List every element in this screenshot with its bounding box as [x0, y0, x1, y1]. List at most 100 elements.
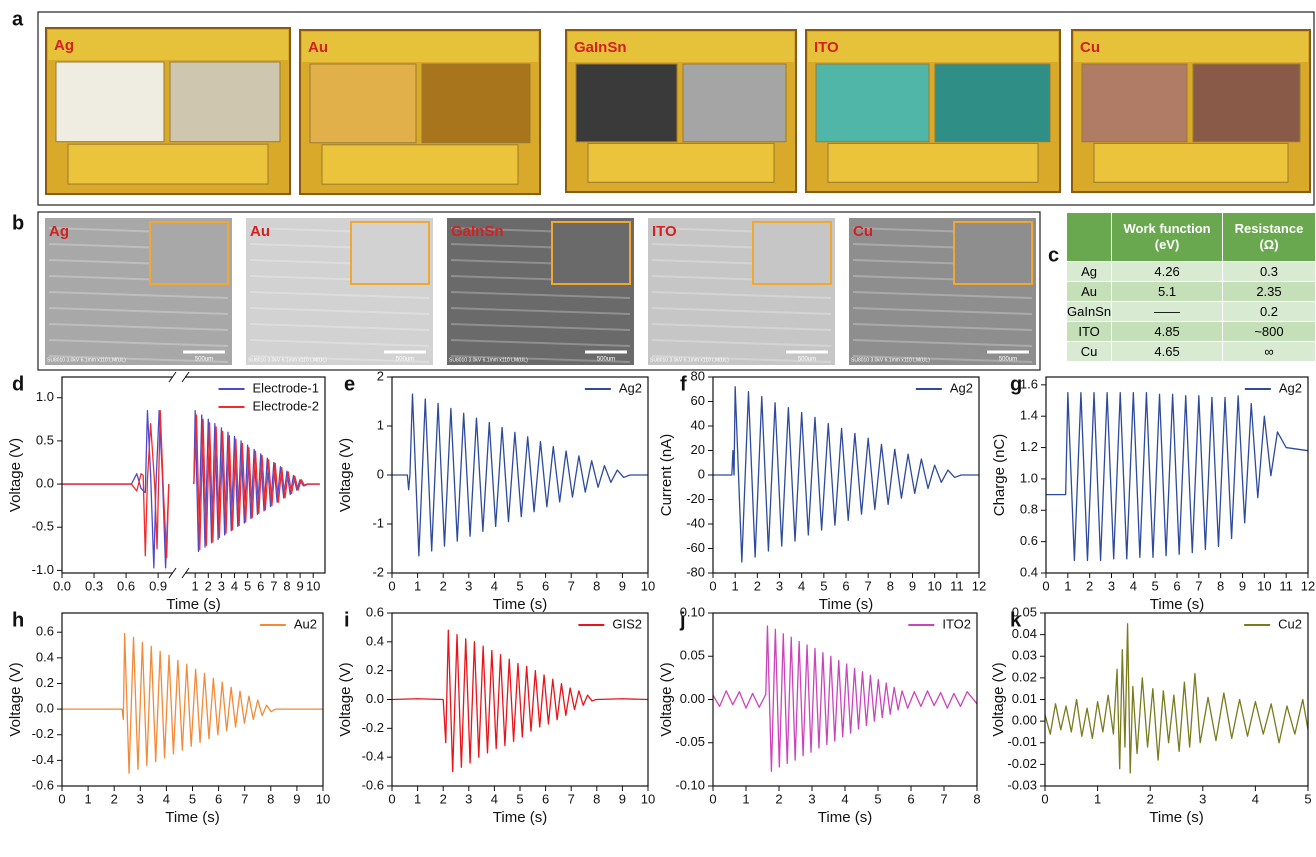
- table-cell: ~800: [1222, 322, 1315, 342]
- x-tick-label: 6: [1173, 578, 1180, 593]
- electrode-bottom: [68, 144, 268, 184]
- x-tick-label: 4: [491, 791, 498, 806]
- electrode-left: [576, 64, 677, 142]
- y-tick-label: 0.6: [36, 624, 54, 639]
- x-tick-label: 3: [465, 578, 472, 593]
- x-tick-label: 5: [516, 791, 523, 806]
- legend-label: Electrode-1: [253, 380, 319, 395]
- y-tick-label: 0.6: [1020, 533, 1038, 548]
- x-tick-label: 10: [641, 578, 655, 593]
- y-tick-label: 0.0: [366, 691, 384, 706]
- y-tick-label: 60: [691, 393, 705, 408]
- y-axis-title: Voltage (V): [337, 662, 354, 736]
- plot-frame: [1045, 613, 1308, 786]
- y-tick-label: 2: [377, 368, 384, 383]
- x-tick-label: 9: [619, 578, 626, 593]
- x-tick-label: 2: [205, 578, 212, 593]
- y-tick-label: 0.05: [680, 648, 705, 663]
- x-tick-label: 10: [316, 791, 330, 806]
- device-top-band: [1074, 32, 1308, 62]
- y-tick-label: 0.0: [36, 476, 54, 491]
- y-tick-label: 0.2: [36, 675, 54, 690]
- y-tick-label: 1.0: [1020, 470, 1038, 485]
- electrode-bottom: [322, 145, 518, 184]
- legend-label: GIS2: [612, 616, 642, 631]
- x-tick-label: 7: [241, 791, 248, 806]
- material-label: Ag: [54, 37, 74, 54]
- y-tick-label: -0.2: [32, 726, 54, 741]
- x-tick-label: 6: [842, 578, 849, 593]
- sem-inset: [552, 222, 630, 284]
- series-line: [392, 394, 648, 556]
- x-tick-label: 10: [927, 578, 941, 593]
- material-label: Ag: [49, 223, 69, 240]
- x-tick-label: 9: [1239, 578, 1246, 593]
- table-cell: Au: [1067, 282, 1112, 302]
- x-tick-label: 0: [388, 578, 395, 593]
- table-cell: ——: [1112, 302, 1223, 322]
- table-row: GaInSn——0.2: [1067, 302, 1316, 322]
- legend-label: Cu2: [1278, 616, 1302, 631]
- x-tick-label: 5: [874, 791, 881, 806]
- y-axis-title: Voltage (V): [658, 662, 675, 736]
- y-tick-label: 0.00: [1012, 713, 1037, 728]
- page: {"panels": { "a": {"label": "a", "sample…: [0, 0, 1316, 857]
- legend-label: ITO2: [942, 616, 971, 631]
- y-tick-label: 0.04: [1012, 626, 1037, 641]
- x-tick-label: 8: [267, 791, 274, 806]
- panel-letter: d: [12, 373, 24, 395]
- y-tick-label: -0.10: [675, 777, 705, 792]
- panel-letter: a: [12, 8, 24, 30]
- x-tick-label: 9: [619, 791, 626, 806]
- y-axis-title: Charge (nC): [991, 434, 1008, 517]
- x-tick-label: 1: [1094, 791, 1101, 806]
- x-tick-label: 1: [742, 791, 749, 806]
- sem-caption: SU8010 3.0kV 6.1mm x110 LM(UL): [47, 357, 126, 363]
- x-tick-label: 0: [58, 791, 65, 806]
- x-tick-label: 1: [192, 578, 199, 593]
- electrode-left: [816, 64, 929, 142]
- series-line: [1046, 393, 1308, 561]
- sem-inset: [351, 222, 429, 284]
- y-tick-label: 80: [691, 368, 705, 383]
- table-cell: ITO: [1067, 322, 1112, 342]
- x-tick-label: 4: [491, 578, 498, 593]
- panel-letter: c: [1048, 244, 1059, 266]
- y-tick-label: -0.6: [362, 777, 384, 792]
- y-tick-label: 0.02: [1012, 669, 1037, 684]
- material-label: Au: [250, 223, 270, 240]
- y-tick-label: 0.8: [1020, 502, 1038, 517]
- table-cell: 4.26: [1112, 262, 1223, 282]
- y-tick-label: 0.10: [680, 604, 705, 619]
- y-tick-label: 0.05: [1012, 604, 1037, 619]
- x-tick-label: 9: [296, 578, 303, 593]
- electrode-left: [1082, 64, 1187, 142]
- x-axis-title: Time (s): [165, 809, 219, 826]
- y-axis-title: Voltage (V): [7, 662, 24, 736]
- legend-label: Ag2: [950, 380, 973, 395]
- series-line: [1045, 624, 1308, 773]
- x-tick-label: 8: [1217, 578, 1224, 593]
- x-tick-label: 0.3: [85, 578, 103, 593]
- y-tick-label: -1.0: [32, 562, 54, 577]
- x-tick-label: 0.9: [149, 578, 167, 593]
- y-tick-label: -40: [686, 515, 705, 530]
- x-tick-label: 0: [1041, 791, 1048, 806]
- x-tick-label: 3: [137, 791, 144, 806]
- x-tick-label: 10: [306, 578, 320, 593]
- table-cell: Ag: [1067, 262, 1112, 282]
- y-tick-label: 0.4: [366, 633, 384, 648]
- x-tick-label: 6: [907, 791, 914, 806]
- y-tick-label: -0.05: [675, 734, 705, 749]
- header-cell: Resistance (Ω): [1222, 213, 1315, 262]
- axis-break-gap: [173, 374, 185, 380]
- x-tick-label: 0: [709, 791, 716, 806]
- table-row: ITO4.85~800: [1067, 322, 1316, 342]
- x-tick-label: 6: [542, 791, 549, 806]
- y-tick-label: 0.2: [366, 662, 384, 677]
- x-tick-label: 11: [950, 578, 964, 593]
- sem-inset: [954, 222, 1032, 284]
- electrode-right: [170, 62, 280, 142]
- x-tick-label: 3: [808, 791, 815, 806]
- device-top-band: [48, 30, 288, 60]
